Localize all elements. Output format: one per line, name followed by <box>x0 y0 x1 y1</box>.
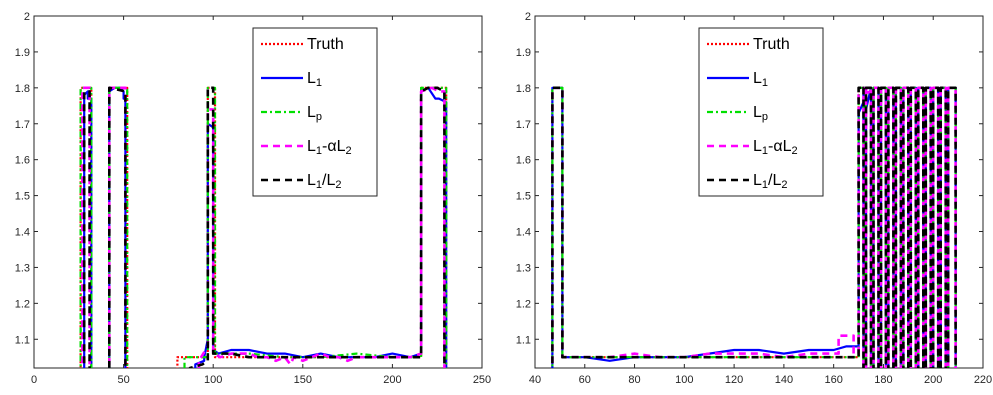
x-tick-label: 250 <box>473 374 491 386</box>
y-tick-label: 1.4 <box>15 227 30 239</box>
y-tick-label: 1.6 <box>516 155 531 167</box>
right-chart: 40 60 80 100 120 140 160 180 200 220 1.1 1.2 1.3 1.4 1… <box>516 11 992 386</box>
x-tick-label: 120 <box>725 374 743 386</box>
x-tick-label: 60 <box>579 374 591 386</box>
x-tick-label: 220 <box>974 374 992 386</box>
y-tick-label: 1.9 <box>15 47 30 59</box>
x-tick-label: 50 <box>117 374 129 386</box>
y-tick-label: 1.1 <box>15 334 30 346</box>
legend-label: Truth <box>753 36 790 53</box>
y-tick-label: 1.3 <box>516 262 531 274</box>
x-tick-label: 80 <box>628 374 640 386</box>
y-tick-label: 2 <box>24 11 30 23</box>
x-tick-label: 150 <box>294 374 312 386</box>
x-tick-label: 200 <box>383 374 401 386</box>
y-tick-label: 1.5 <box>516 191 531 203</box>
y-tick-label: 1.7 <box>516 119 531 131</box>
y-tick-label: 1.7 <box>15 119 30 131</box>
y-tick-label: 1.2 <box>15 298 30 310</box>
x-tick-label: 180 <box>874 374 892 386</box>
legend-label: Truth <box>307 36 344 53</box>
y-tick-label: 1.9 <box>516 47 531 59</box>
y-tick-label: 2 <box>525 11 531 23</box>
legend-label: L1-αL2 <box>753 138 798 157</box>
y-tick-label: 1.2 <box>516 298 531 310</box>
y-tick-label: 1.1 <box>516 334 531 346</box>
y-tick-label: 1.4 <box>516 227 531 239</box>
x-tick-label: 40 <box>529 374 541 386</box>
x-tick-label: 160 <box>824 374 842 386</box>
left-chart: 0 50 100 150 200 250 1.1 1.2 1.3 1.4 1.5 1.6 1.7 1.8 1… <box>15 11 491 386</box>
y-tick-label: 1.5 <box>15 191 30 203</box>
y-tick-label: 1.8 <box>516 83 531 95</box>
y-tick-label: 1.6 <box>15 155 30 167</box>
y-tick-label: 1.3 <box>15 262 30 274</box>
x-tick-label: 100 <box>204 374 222 386</box>
legend-label: L1-αL2 <box>307 138 352 157</box>
x-tick-label: 0 <box>31 374 37 386</box>
y-tick-label: 1.8 <box>15 83 30 95</box>
x-tick-label: 140 <box>775 374 793 386</box>
x-tick-label: 100 <box>675 374 693 386</box>
x-tick-label: 200 <box>924 374 942 386</box>
